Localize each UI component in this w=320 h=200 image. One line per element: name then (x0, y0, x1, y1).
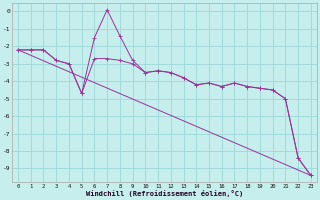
X-axis label: Windchill (Refroidissement éolien,°C): Windchill (Refroidissement éolien,°C) (86, 190, 243, 197)
